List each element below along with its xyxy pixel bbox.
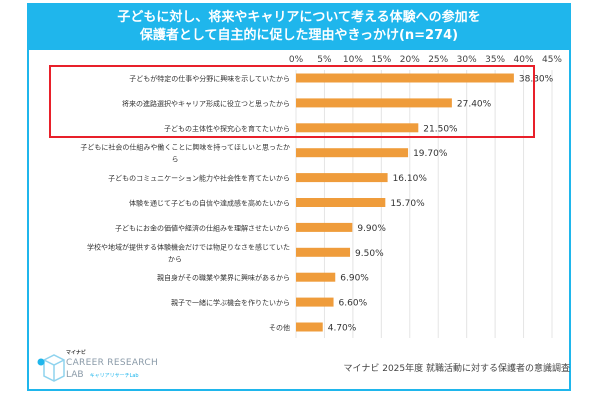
logo-row2: LAB キャリアリサーチLab: [66, 369, 158, 382]
data-label: 9.90%: [357, 224, 386, 234]
bar: [296, 322, 323, 332]
highlight-box: [49, 65, 535, 138]
bar: [296, 98, 452, 108]
logo-text: マイナビ CAREER RESEARCH LAB キャリアリサーチLab: [66, 350, 158, 382]
x-tick-label: 30%: [457, 55, 477, 65]
category-label: 親自身がその職業や業界に興味があるから: [157, 273, 290, 282]
bar: [296, 73, 514, 83]
logo-brand: マイナビ: [66, 350, 86, 356]
data-label: 6.90%: [340, 274, 369, 284]
logo-line3: キャリアリサーチLab: [89, 373, 139, 379]
x-tick-label: 5%: [317, 55, 332, 65]
category-label: その他: [269, 323, 290, 332]
bar: [296, 247, 351, 257]
x-tick-label: 15%: [371, 55, 391, 65]
title-line-1: 子どもに対し、将来やキャリアについて考える体験への参加を: [117, 10, 481, 25]
data-label: 15.70%: [390, 199, 425, 209]
source-note: マイナビ 2025年度 就職活動に対する保護者の意識調査: [343, 364, 570, 374]
bar: [296, 123, 419, 133]
bar: [296, 173, 388, 183]
bar: [296, 148, 409, 158]
data-label: 6.60%: [339, 299, 368, 309]
x-tick-label: 25%: [428, 55, 448, 65]
x-tick-label: 40%: [514, 55, 534, 65]
data-label: 4.70%: [328, 324, 357, 334]
category-label: 子どもにお金の価値や経済の仕組みを理解させたいから: [115, 223, 290, 232]
category-label: 子どもの主体性や探究心を育てたいから: [164, 124, 290, 133]
category-label: 将来の進路選択やキャリア形成に役立つと思ったから: [122, 99, 290, 108]
category-label: 子どもが特定の仕事や分野に興味を示していたから: [129, 74, 290, 83]
category-label: 学校や地域が提供する体験機会だけでは物足りなさを感じていた: [87, 242, 290, 251]
x-tick-label: 0%: [289, 55, 304, 65]
logo-line1: CAREER RESEARCH: [66, 358, 159, 368]
data-label: 21.50%: [423, 124, 458, 134]
data-label: 38.30%: [519, 75, 554, 85]
x-tick-label: 45%: [542, 55, 562, 65]
logo-cube-icon: [37, 354, 65, 382]
x-tick-label: 10%: [343, 55, 363, 65]
bar: [296, 297, 334, 307]
x-tick-label: 20%: [400, 55, 420, 65]
bar: [296, 272, 336, 282]
x-tick-label: 35%: [485, 55, 505, 65]
title-line-2: 保護者として自主的に促した理由やきっかけ(n=274): [139, 28, 459, 43]
data-label: 27.40%: [457, 99, 492, 109]
category-label: 子どもに社会の仕組みや働くことに興味を持ってほしいと思ったか: [80, 143, 290, 152]
career-research-lab-logo: マイナビ CAREER RESEARCH LAB キャリアリサーチLab: [36, 350, 166, 386]
chart-title: 子どもに対し、将来やキャリアについて考える体験への参加を 保護者として自主的に促…: [29, 5, 569, 50]
bar: [296, 198, 386, 207]
bar: [296, 222, 353, 232]
data-label: 16.10%: [393, 174, 428, 184]
category-label: 子どものコミュニケーション能力や社会性を育てたいから: [108, 174, 290, 183]
logo-line2: LAB: [66, 370, 84, 380]
category-label: 親子で一緒に学ぶ機会を作りたいから: [171, 298, 290, 307]
category-label: ら: [172, 156, 179, 164]
category-label: 体験を通じて子どもの自信や達成感を高めたいから: [129, 199, 290, 208]
category-label: から: [168, 255, 182, 263]
data-label: 9.50%: [355, 249, 384, 259]
data-label: 19.70%: [413, 149, 448, 159]
